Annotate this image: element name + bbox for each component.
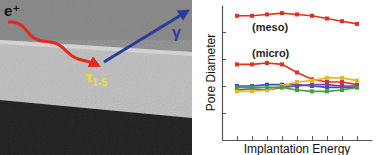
tick xyxy=(312,136,313,140)
tick xyxy=(342,136,343,140)
tick xyxy=(222,59,226,60)
tick-mark xyxy=(222,32,226,33)
series-marker xyxy=(280,62,284,66)
series-marker xyxy=(310,14,314,18)
series-marker xyxy=(295,84,299,88)
positron-label: e⁺ xyxy=(4,2,20,19)
tick xyxy=(252,136,253,140)
y-axis xyxy=(222,6,226,141)
film-surface xyxy=(0,40,192,56)
sem-background xyxy=(0,0,192,155)
series-marker xyxy=(265,61,269,65)
series-marker xyxy=(265,85,269,89)
series-marker xyxy=(235,14,239,18)
series-marker xyxy=(250,14,254,18)
series-marker xyxy=(310,79,314,83)
photon-arrow xyxy=(104,12,186,62)
series-marker xyxy=(235,62,239,66)
series-marker xyxy=(295,88,299,92)
series-marker xyxy=(340,84,344,88)
series-marker xyxy=(250,62,254,66)
series-marker xyxy=(340,76,344,80)
tick-mark xyxy=(222,113,226,114)
lifetime-index: 1-5 xyxy=(92,77,107,88)
series-marker xyxy=(355,22,359,26)
series-marker xyxy=(235,85,239,89)
axis-line xyxy=(222,6,223,141)
tick-mark xyxy=(342,136,343,140)
tick xyxy=(282,136,283,140)
tick xyxy=(222,32,226,33)
series-marker xyxy=(325,17,329,21)
series-marker xyxy=(340,19,344,23)
series-label: (meso) xyxy=(252,21,288,33)
series-marker xyxy=(295,80,299,84)
series-marker xyxy=(235,89,239,93)
series-marker xyxy=(340,88,344,92)
plot-area xyxy=(235,11,359,93)
series-marker xyxy=(295,12,299,16)
series-marker xyxy=(250,89,254,93)
series-marker xyxy=(280,85,284,89)
tick-mark xyxy=(252,136,253,140)
lifetime-label: τ1-5 xyxy=(86,69,107,88)
tick-mark xyxy=(297,136,298,140)
tick-mark xyxy=(282,136,283,140)
x-axis-title: Implantation Energy xyxy=(244,142,351,155)
series-marker xyxy=(325,76,329,80)
series-marker xyxy=(280,11,284,15)
series-marker xyxy=(310,89,314,93)
tick xyxy=(237,136,238,140)
series-line xyxy=(237,63,357,85)
series-marker xyxy=(295,71,299,75)
series-line xyxy=(237,87,357,91)
tick-mark xyxy=(327,136,328,140)
series-marker xyxy=(355,79,359,83)
substrate xyxy=(0,100,192,155)
tick-mark xyxy=(312,136,313,140)
series-marker xyxy=(280,85,284,89)
series-line xyxy=(237,78,357,92)
tick-mark xyxy=(237,136,238,140)
tick-mark xyxy=(267,136,268,140)
tick-mark xyxy=(222,86,226,87)
series-marker xyxy=(310,83,314,87)
photon-label: γ xyxy=(172,24,181,41)
tick xyxy=(267,136,268,140)
tick xyxy=(357,136,358,140)
series-marker xyxy=(265,12,269,16)
tick xyxy=(222,113,226,114)
tick xyxy=(297,136,298,140)
tick xyxy=(222,86,226,87)
positron-arrow xyxy=(8,22,97,65)
series-label: (micro) xyxy=(252,47,290,59)
series-marker xyxy=(250,85,254,89)
series-marker xyxy=(355,85,359,89)
series-marker xyxy=(325,89,329,93)
tick-mark xyxy=(357,136,358,140)
series-marker xyxy=(340,80,344,84)
sem-image: e⁺ γ τ1-5 xyxy=(0,0,192,155)
series-marker xyxy=(355,85,359,89)
tick-mark xyxy=(222,59,226,60)
tick xyxy=(327,136,328,140)
axis-line xyxy=(223,140,373,141)
series-marker xyxy=(325,83,329,87)
x-axis xyxy=(223,136,373,141)
y-axis-title: Pore Diameter xyxy=(204,34,218,111)
